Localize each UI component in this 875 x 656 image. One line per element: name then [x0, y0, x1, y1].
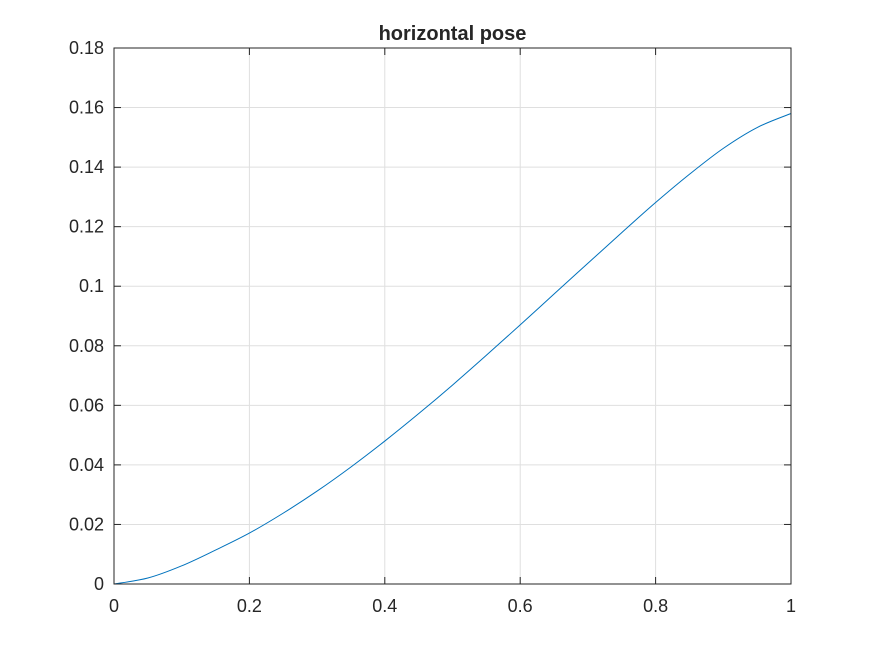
x-tick-label: 0.6	[508, 596, 533, 616]
y-tick-label: 0	[94, 574, 104, 594]
x-tick-label: 0	[109, 596, 119, 616]
plot-area	[114, 48, 791, 584]
x-tick-label: 0.2	[237, 596, 262, 616]
y-tick-label: 0.14	[69, 157, 104, 177]
y-tick-label: 0.02	[69, 514, 104, 534]
tick-marks	[113, 47, 792, 585]
y-tick-label: 0.12	[69, 217, 104, 237]
axes-box	[113, 47, 792, 585]
y-tick-label: 0.1	[79, 276, 104, 296]
x-tick-label: 1	[786, 596, 796, 616]
series-line	[113, 113, 792, 585]
x-tick-labels: 0 0.2 0.4 0.6 0.8 1	[109, 596, 796, 616]
y-tick-label: 0.18	[69, 38, 104, 58]
y-tick-labels: 0 0.02 0.04 0.06 0.08 0.1 0.12 0.14 0.16 0.18	[69, 38, 104, 594]
x-tick-label: 0.4	[372, 596, 397, 616]
series-layer	[113, 113, 792, 585]
y-tick-label: 0.08	[69, 336, 104, 356]
y-tick-label: 0.04	[69, 455, 104, 475]
chart-title: horizontal pose	[379, 23, 527, 45]
grid-lines	[114, 48, 791, 584]
y-tick-label: 0.16	[69, 98, 104, 118]
x-tick-label: 0.8	[643, 596, 668, 616]
y-tick-label: 0.06	[69, 395, 104, 415]
